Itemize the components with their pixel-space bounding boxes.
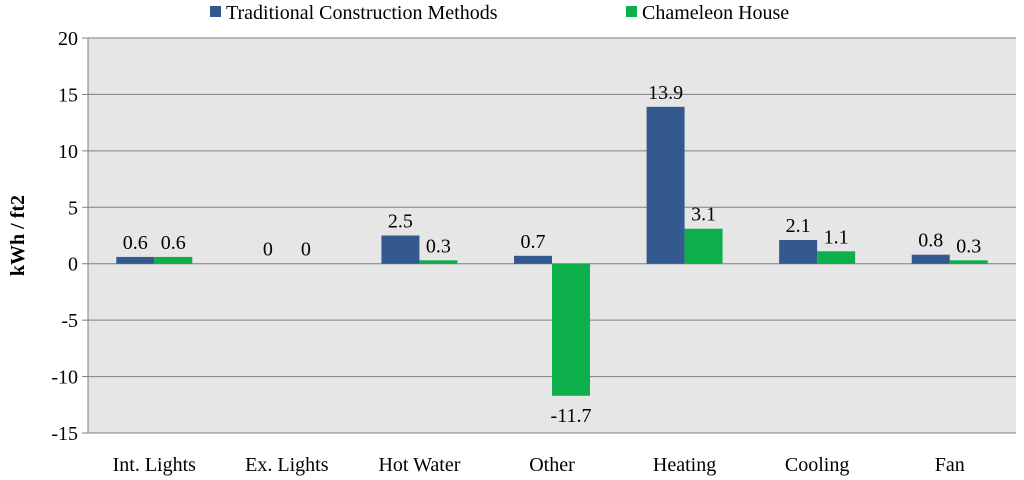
y-tick-label: -10 <box>51 367 78 389</box>
bar-chameleon-6 <box>949 260 988 264</box>
bar-chameleon-2 <box>419 260 458 264</box>
category-label: Cooling <box>785 454 849 476</box>
bar-chameleon-4 <box>684 228 723 264</box>
y-tick-label: 5 <box>68 197 78 219</box>
data-label-chameleon-5: 1.1 <box>824 226 849 248</box>
legend-label-chameleon: Chameleon House <box>642 2 789 24</box>
y-tick-label: 0 <box>68 254 78 276</box>
bar-chameleon-0 <box>154 256 193 264</box>
y-tick-label: 20 <box>58 28 78 50</box>
legend-swatch-traditional <box>210 6 221 17</box>
y-tick-label: -15 <box>51 423 78 445</box>
data-label-traditional-1: 0 <box>263 239 273 261</box>
category-labels: Int. Lights Ex. Lights Hot Water Other Heati… <box>113 454 965 476</box>
bar-chameleon-5 <box>817 251 856 264</box>
y-tick-label: 15 <box>58 84 78 106</box>
data-label-chameleon-1: 0 <box>301 239 311 261</box>
data-label-traditional-4: 13.9 <box>648 82 683 104</box>
data-label-traditional-0: 0.6 <box>123 232 148 254</box>
bar-traditional-4 <box>646 106 685 264</box>
category-label: Fan <box>935 454 965 476</box>
data-label-chameleon-6: 0.3 <box>956 235 981 257</box>
data-label-chameleon-2: 0.3 <box>426 235 451 257</box>
bar-traditional-5 <box>779 240 818 264</box>
bar-traditional-6 <box>911 254 950 264</box>
bar-traditional-0 <box>116 256 155 264</box>
axes <box>87 38 1016 434</box>
bar-traditional-3 <box>514 255 552 264</box>
data-label-chameleon-0: 0.6 <box>161 232 186 254</box>
data-label-traditional-2: 2.5 <box>388 211 413 233</box>
data-label-traditional-5: 2.1 <box>786 215 811 237</box>
data-labels: 0.6 0.6 0 0 2.5 0.3 0.7 -11.7 13.9 3.1 2.1 1.1 0.8 0.… <box>123 82 981 427</box>
bar-traditional-2 <box>381 235 420 264</box>
bar-chameleon-3 <box>552 263 590 396</box>
category-label: Ex. Lights <box>245 454 329 476</box>
y-tick-label: -5 <box>61 310 78 332</box>
category-label: Int. Lights <box>113 454 197 476</box>
category-label: Hot Water <box>378 454 460 476</box>
data-label-chameleon-3: -11.7 <box>551 405 592 427</box>
data-label-traditional-6: 0.8 <box>918 230 943 252</box>
category-label: Other <box>529 454 575 476</box>
legend-swatch-chameleon <box>626 6 637 17</box>
bars <box>116 106 988 396</box>
y-tick-label: 10 <box>58 141 78 163</box>
category-label: Heating <box>653 454 716 476</box>
data-label-chameleon-4: 3.1 <box>691 204 716 226</box>
y-axis-ticks: -15 -10 -5 0 5 10 15 20 <box>51 28 88 445</box>
legend-label-traditional: Traditional Construction Methods <box>226 2 498 24</box>
legend: Traditional Construction Methods Chamele… <box>210 2 789 24</box>
data-label-traditional-3: 0.7 <box>521 231 546 253</box>
y-axis-label: kWh / ft2 <box>7 195 29 276</box>
